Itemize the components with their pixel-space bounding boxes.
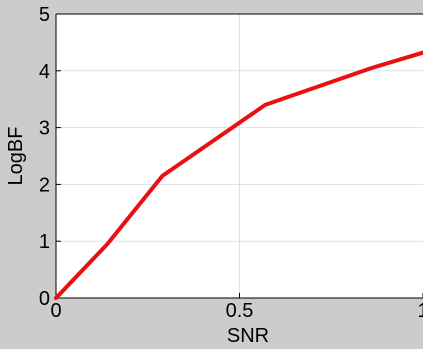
- y-tick-label: 2: [39, 174, 50, 196]
- x-tick-label: 0.5: [226, 300, 254, 322]
- x-tick-label: 0: [50, 300, 61, 322]
- series-line: [54, 50, 423, 300]
- y-axis-label: LogBF: [5, 127, 27, 186]
- y-tick-label: 3: [39, 118, 50, 140]
- x-axis-label: SNR: [227, 325, 269, 344]
- y-tick-label: 1: [39, 231, 50, 253]
- series-layer: [54, 50, 423, 300]
- y-tick-label: 0: [39, 288, 50, 310]
- y-tick-label: 5: [39, 4, 50, 26]
- y-tick-label: 4: [39, 61, 50, 83]
- axes: [55, 13, 423, 299]
- x-tick-label: 1: [417, 300, 423, 322]
- tick-labels: 0 1 2 3 4 5 0 0.5 1: [39, 4, 423, 322]
